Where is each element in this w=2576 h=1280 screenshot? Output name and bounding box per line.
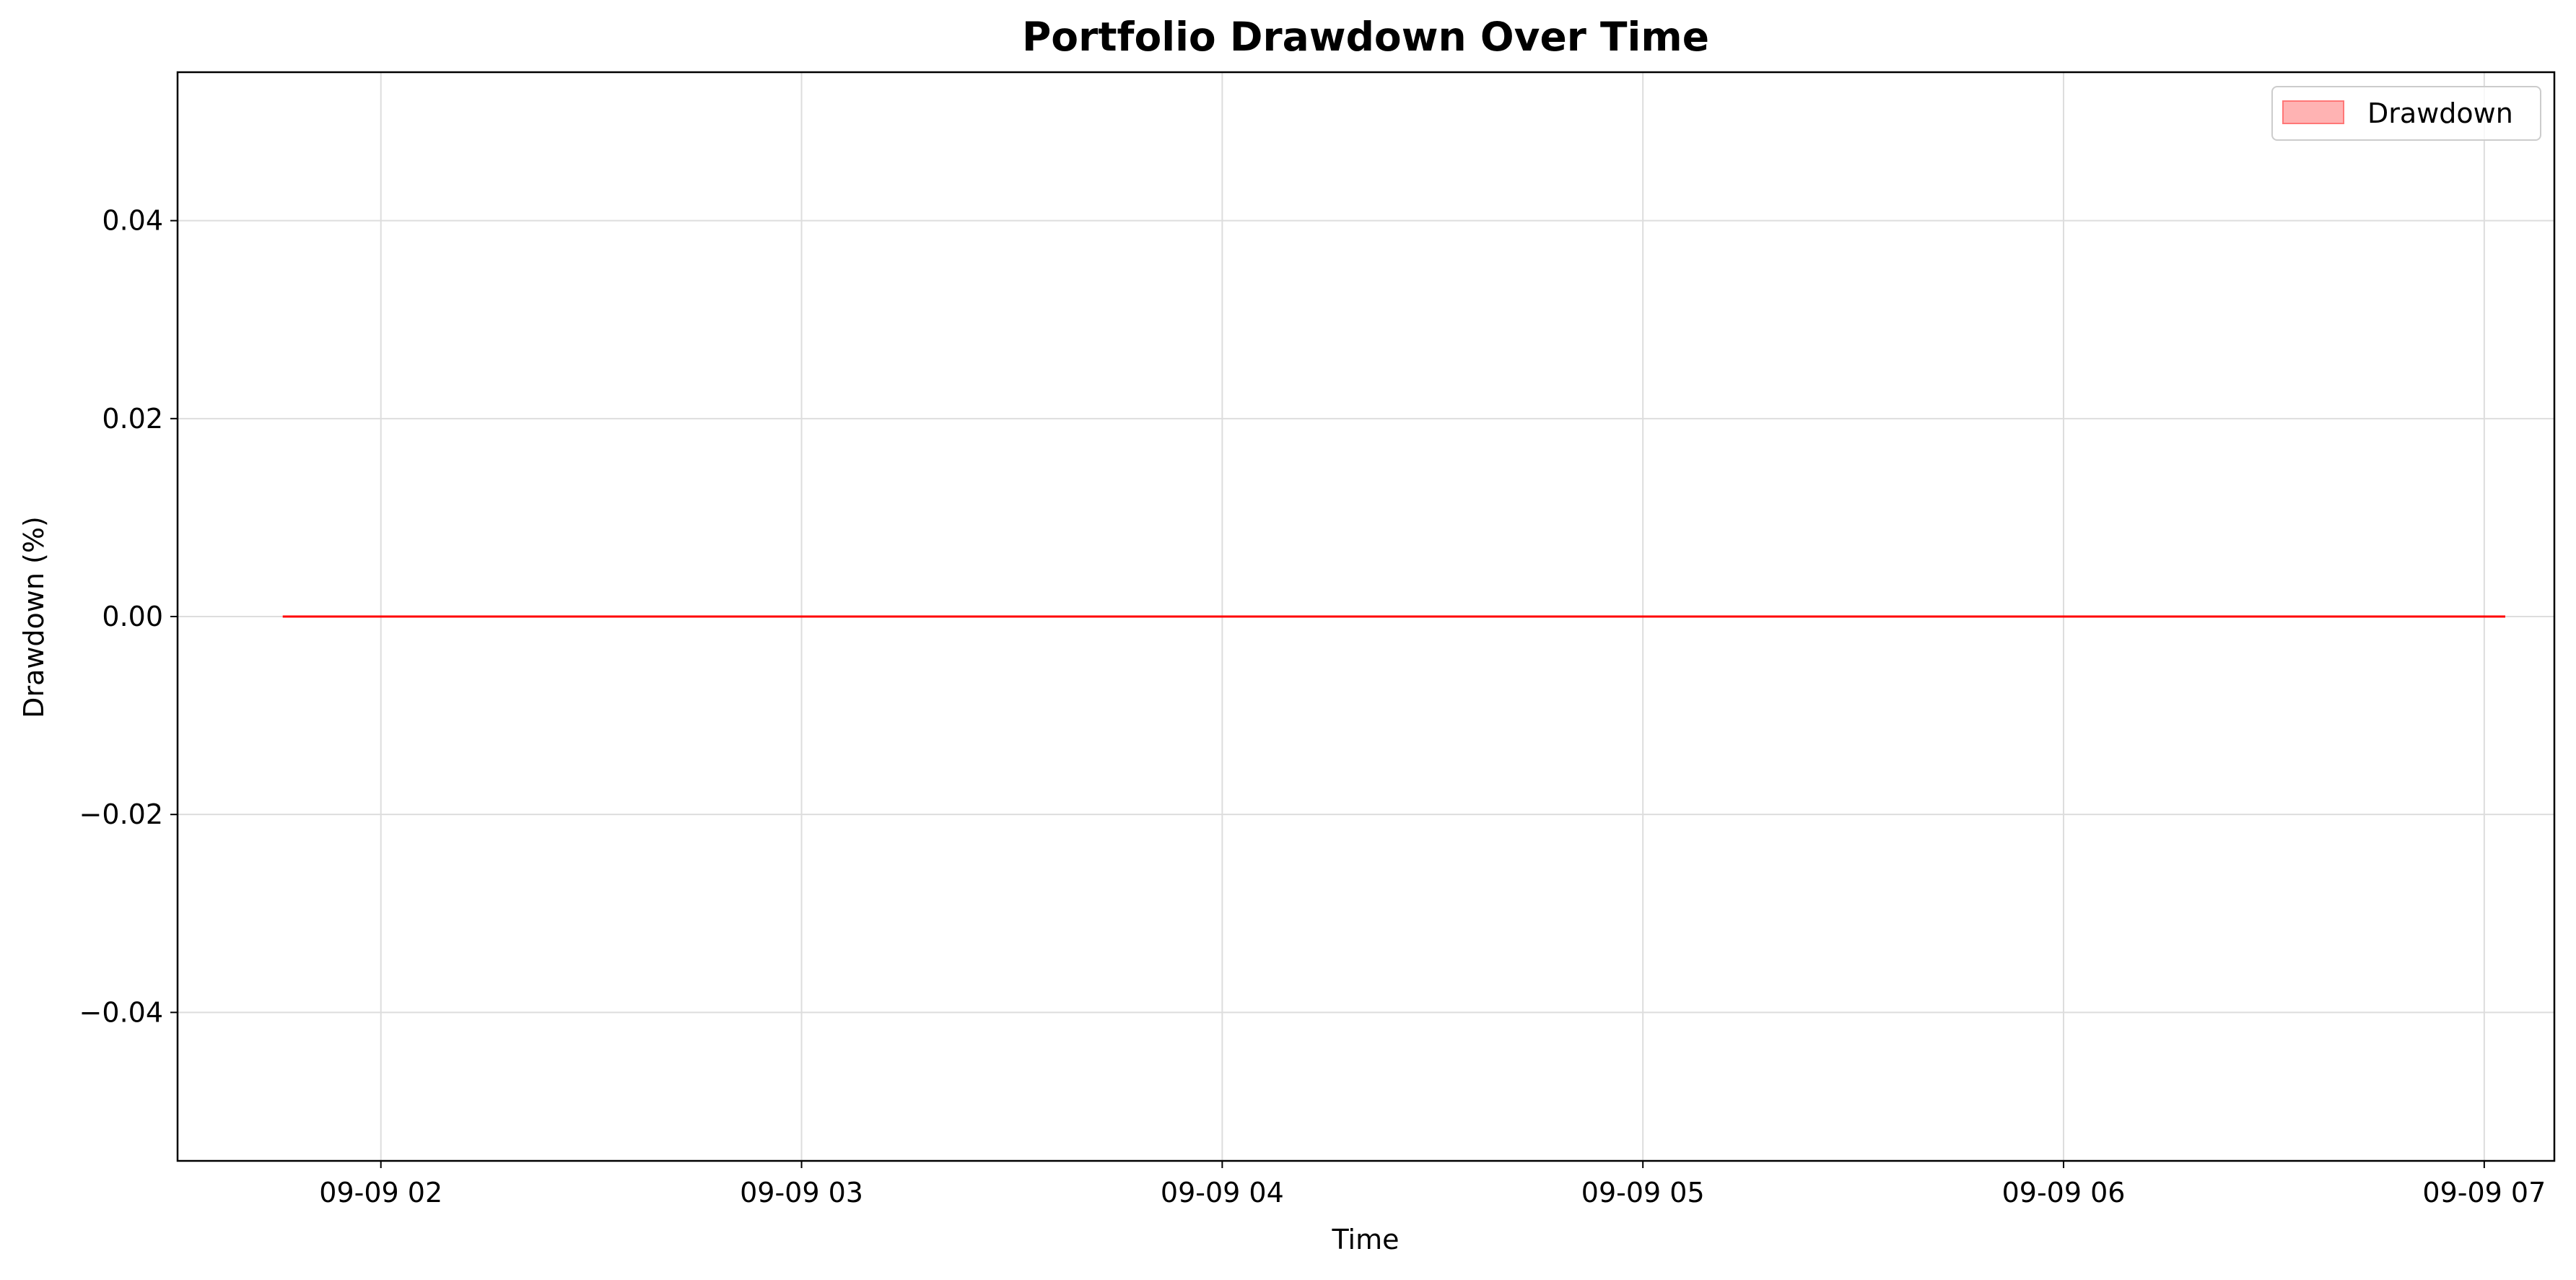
- x-axis-ticks: 09-09 02 09-09 03 09-09 04 09-09 05 09-09 06…: [319, 1161, 2546, 1209]
- y-tick-label: 0.04: [102, 205, 163, 237]
- x-tick-label: 09-09 02: [319, 1177, 442, 1209]
- y-tick-label: 0.00: [102, 601, 163, 632]
- chart-title: Portfolio Drawdown Over Time: [1022, 14, 1709, 60]
- x-tick-label: 09-09 03: [740, 1177, 863, 1209]
- x-axis-label: Time: [1332, 1224, 1400, 1255]
- y-axis-label: Drawdown (%): [18, 516, 50, 718]
- y-tick-label: −0.04: [79, 996, 163, 1028]
- legend-label-drawdown: Drawdown: [2367, 97, 2513, 129]
- x-tick-label: 09-09 06: [2002, 1177, 2126, 1209]
- y-tick-label: 0.02: [102, 403, 163, 435]
- y-axis-ticks: 0.04 0.02 0.00 −0.02 −0.04: [79, 205, 178, 1028]
- y-tick-label: −0.02: [79, 798, 163, 830]
- legend: Drawdown: [2271, 86, 2541, 141]
- x-tick-label: 09-09 05: [1581, 1177, 1705, 1209]
- x-tick-label: 09-09 07: [2422, 1177, 2546, 1209]
- legend-swatch-drawdown: [2282, 100, 2344, 124]
- legend-frame: [2271, 86, 2541, 141]
- x-tick-label: 09-09 04: [1161, 1177, 1284, 1209]
